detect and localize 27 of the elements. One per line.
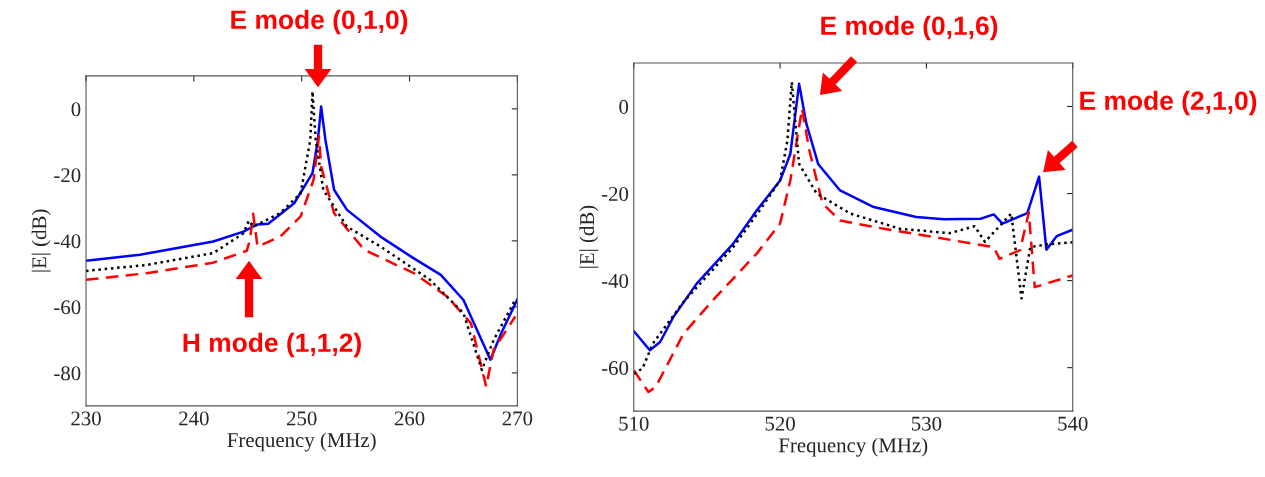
x-axis-title: Frequency (MHz) <box>778 437 928 457</box>
x-tick-label: 540 <box>1058 416 1088 431</box>
y-tick-label: -40 <box>601 273 629 289</box>
y-tick-label: 0 <box>619 99 629 114</box>
annotation: H mode (1,1,2) <box>183 332 361 358</box>
x-tick-label: 240 <box>179 411 209 426</box>
y-axis-title: |E| (dB) <box>31 209 51 272</box>
y-tick-label: -60 <box>54 300 81 315</box>
text: E mode (0,1,6) <box>821 15 998 41</box>
x-axis-title: Frequency (MHz) <box>227 432 376 452</box>
x-tick-label: 520 <box>765 416 795 431</box>
y-axis-title: |E| (dB) <box>579 205 599 268</box>
text: E mode (2,1,0) <box>1080 90 1257 116</box>
line-series <box>86 135 517 388</box>
y-tick-label: -40 <box>54 234 81 249</box>
x-tick-label: 510 <box>619 416 649 431</box>
y-tick-label: -80 <box>54 366 81 381</box>
x-tick-label: 270 <box>502 411 533 426</box>
x-tick-label: 250 <box>286 411 317 426</box>
y-tick-label: 0 <box>71 102 81 117</box>
x-tick-label: 260 <box>394 411 425 426</box>
x-tick-label: 230 <box>71 411 101 426</box>
text: E mode (0,1,0) <box>231 9 408 35</box>
y-tick-label: -20 <box>601 186 629 201</box>
y-tick-label: -60 <box>601 361 629 376</box>
y-tick-label: -20 <box>54 168 81 183</box>
x-tick-label: 530 <box>911 416 942 431</box>
